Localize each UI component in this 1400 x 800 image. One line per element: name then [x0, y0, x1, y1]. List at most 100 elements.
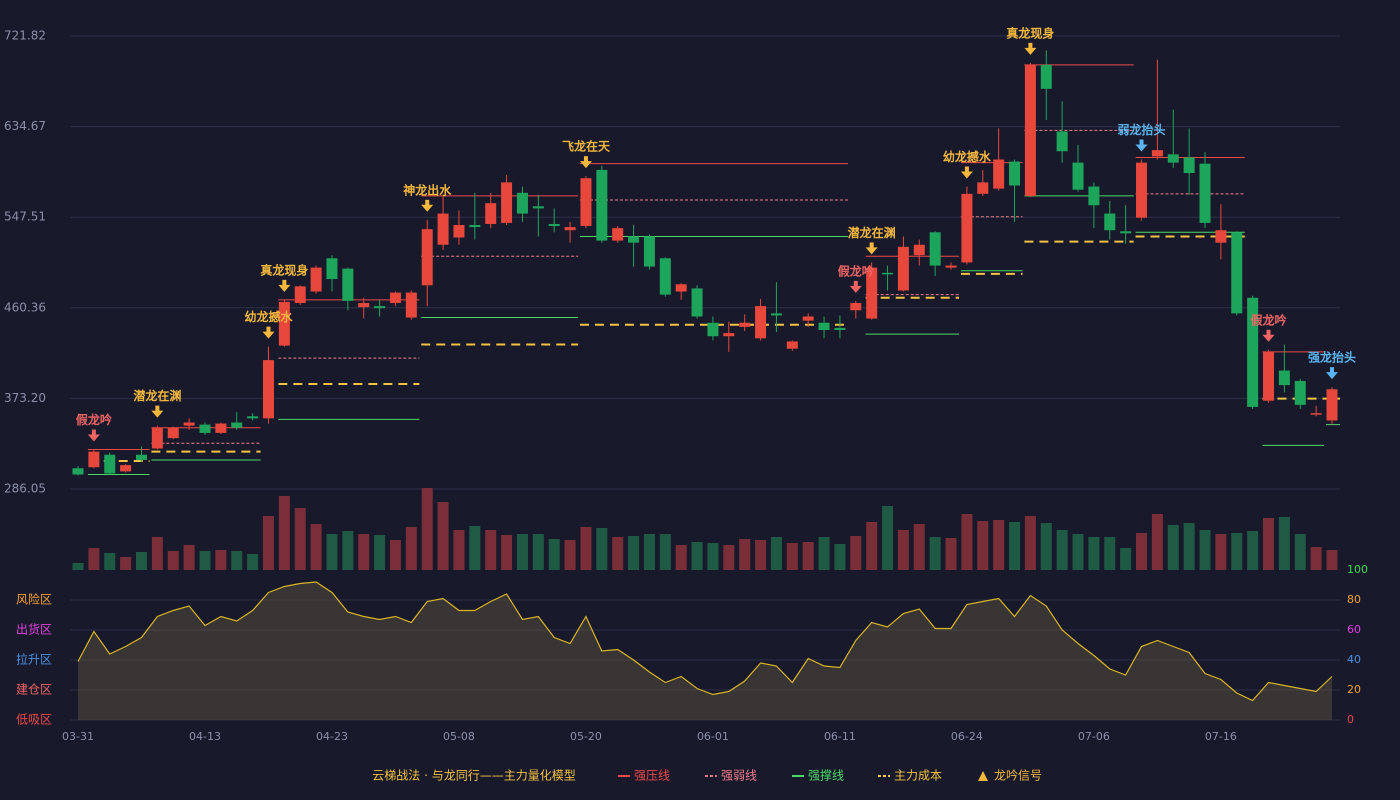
volume-bar: [1056, 530, 1068, 570]
candle-body: [453, 225, 465, 238]
signal-label: 弱龙抬头: [1118, 122, 1166, 137]
signal-label: 真龙现身: [260, 262, 308, 277]
volume-bar: [882, 506, 894, 570]
candle-body: [421, 229, 433, 286]
candle-body: [199, 424, 211, 433]
signal-arrow-head: [1326, 372, 1338, 380]
candle-body: [358, 302, 370, 308]
signal-arrow-stem: [91, 429, 96, 436]
candle-body: [485, 203, 497, 224]
volume-bar: [405, 527, 417, 570]
signal-label: 假龙吟: [76, 412, 112, 427]
volume-bar: [326, 534, 338, 570]
candle-body: [786, 341, 798, 349]
candle-body: [691, 288, 703, 317]
candle-body: [739, 322, 751, 327]
volume-bar: [659, 534, 671, 570]
oscillator-area: [78, 582, 1332, 720]
signal-arrow-stem: [1139, 139, 1144, 146]
volume-bar: [643, 534, 655, 570]
volume-bar: [374, 535, 386, 570]
signal-label: 假龙吟: [1250, 312, 1286, 327]
candle-body: [1088, 186, 1100, 206]
volume-bar: [72, 563, 84, 570]
volume-bar: [135, 552, 147, 570]
volume-bar: [421, 488, 433, 570]
volume-bar: [294, 508, 306, 570]
signal-label: 真龙现身: [1006, 25, 1054, 40]
legend-title: 云梯战法 · 与龙同行——主力量化模型: [372, 769, 575, 783]
volume-bar: [818, 537, 830, 570]
candle-body: [659, 258, 671, 295]
candle-body: [167, 427, 179, 439]
candle-body: [1326, 389, 1338, 421]
x-tick-label: 03-31: [62, 730, 94, 743]
volume-bar: [596, 528, 608, 570]
volume-bar: [120, 557, 132, 570]
volume-bar: [770, 537, 782, 570]
candle-body: [1247, 297, 1259, 407]
volume-bar: [358, 534, 370, 570]
volume-bar: [628, 536, 640, 570]
candle-body: [755, 306, 767, 339]
volume-bar: [1215, 534, 1227, 570]
legend-label: 主力成本: [894, 769, 942, 783]
candle-body: [1278, 370, 1290, 386]
volume-bar: [1009, 522, 1021, 570]
volume-bar: [929, 537, 941, 570]
x-tick-label: 05-20: [570, 730, 602, 743]
volume-bar: [834, 544, 846, 570]
y-tick-label: 373.20: [4, 391, 46, 405]
y-tick-label: 0: [1347, 713, 1354, 726]
candle-body: [501, 182, 513, 223]
signal-arrow-stem: [266, 326, 271, 333]
volume-bar: [802, 542, 814, 570]
volume-bar: [675, 545, 687, 570]
volume-bar: [104, 553, 116, 570]
volume-bar: [1104, 537, 1116, 570]
signal-arrow-stem: [1266, 329, 1271, 336]
candle-body: [405, 292, 417, 318]
candle-body: [818, 322, 830, 331]
volume-bar: [897, 530, 909, 570]
candle-body: [278, 301, 290, 346]
candle-body: [834, 327, 846, 331]
candle-body: [993, 159, 1005, 189]
volume-bar: [1278, 517, 1290, 570]
volume-bar: [786, 543, 798, 570]
legend-label: 强弱线: [721, 769, 757, 783]
candle-body: [437, 213, 449, 245]
signal-arrow-head: [421, 204, 434, 212]
volume-bar: [691, 542, 703, 570]
signal-arrow-stem: [1028, 42, 1033, 49]
volume-bar: [945, 538, 957, 570]
candle-body: [961, 193, 973, 263]
volume-bar: [469, 526, 481, 570]
candle-body: [88, 451, 100, 468]
candle-body: [104, 454, 116, 474]
candle-body: [326, 258, 338, 280]
signal-arrow-head: [849, 285, 862, 293]
volume-bar: [564, 540, 576, 570]
candle-body: [135, 454, 147, 460]
volume-bar: [977, 521, 989, 570]
signal-arrow-stem: [964, 166, 969, 173]
volume-bar: [1120, 548, 1132, 570]
volume-bar: [612, 537, 624, 570]
volume-bar: [167, 551, 179, 570]
volume-bar: [1136, 533, 1148, 570]
candle-body: [215, 423, 227, 433]
candle-body: [1183, 157, 1195, 174]
candle-body: [1310, 413, 1322, 415]
candle-body: [1056, 131, 1068, 152]
volume-bar: [961, 514, 973, 570]
candle-body: [310, 267, 322, 292]
candle-body: [628, 236, 640, 243]
signal-label: 幼龙撼水: [943, 149, 992, 164]
candle-body: [929, 232, 941, 266]
volume-bar: [580, 527, 592, 570]
volume-bar: [1183, 523, 1195, 570]
candle-body: [183, 422, 195, 426]
candle-body: [72, 468, 84, 475]
